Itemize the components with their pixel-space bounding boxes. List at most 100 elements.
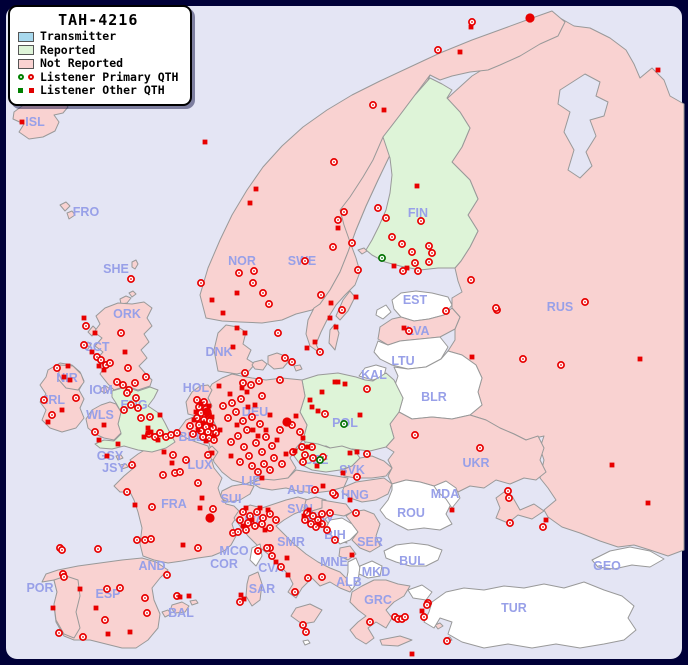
listener-primary-marker-dot	[269, 513, 271, 515]
bornholm-island	[293, 364, 303, 372]
listener-primary-marker-dot	[428, 245, 430, 247]
listener-primary-marker-dot	[244, 372, 246, 374]
listener-primary-marker-dot	[321, 523, 323, 525]
listener-other-marker	[319, 389, 325, 395]
listener-primary-marker-dot	[402, 270, 404, 272]
legend-item-transmitter: Transmitter	[18, 29, 178, 44]
listener-primary-marker-dot	[279, 429, 281, 431]
listener-other-marker	[122, 349, 128, 355]
listener-primary-marker-dot	[174, 472, 176, 474]
listener-primary-marker-dot	[265, 436, 267, 438]
listener-primary-marker-dot	[146, 612, 148, 614]
listener-primary-marker-dot	[196, 399, 198, 401]
listener-other-marker	[274, 437, 280, 443]
listener-other-marker	[244, 389, 250, 395]
listener-other-marker	[335, 225, 341, 231]
listener-primary-marker-dot	[401, 243, 403, 245]
listener-other-marker	[132, 502, 138, 508]
listener-primary-marker-dot	[259, 423, 261, 425]
listener-other-marker	[157, 412, 163, 418]
listener-primary-marker-dot	[130, 278, 132, 280]
listener-primary-marker-dot	[417, 270, 419, 272]
green-circle-icon	[18, 74, 24, 81]
listener-primary-marker-dot	[437, 49, 439, 51]
listener-primary-marker-dot	[321, 513, 323, 515]
country-label-ork: ORK	[113, 307, 141, 321]
listener-other-marker	[347, 450, 353, 456]
listener-primary-marker-dot	[304, 260, 306, 262]
listener-primary-marker-dot	[61, 549, 63, 551]
listener-primary-marker-dot	[222, 405, 224, 407]
turkish-thrace	[407, 584, 433, 601]
listener-other-marker	[419, 608, 425, 614]
listener-primary-marker-dot	[240, 398, 242, 400]
listener-primary-marker-dot	[200, 430, 202, 432]
listener-other-marker	[314, 463, 320, 469]
listener-other-marker	[180, 542, 186, 548]
listener-primary-marker-dot	[261, 395, 263, 397]
listener-primary-marker-dot	[203, 419, 205, 421]
listener-other-marker	[209, 450, 215, 456]
listener-primary-marker-dot	[97, 548, 99, 550]
listener-other-marker	[241, 596, 247, 602]
listener-other-marker	[250, 427, 256, 433]
listener-other-marker	[309, 404, 315, 410]
listener-primary-marker-dot	[307, 577, 309, 579]
listener-primary-marker-dot	[116, 381, 118, 383]
listener-other-marker	[127, 629, 133, 635]
country-label-lva: LVA	[406, 324, 429, 338]
listener-primary-marker-dot	[200, 282, 202, 284]
country-ser	[345, 509, 381, 553]
legend-title: TAH-4216	[58, 11, 139, 29]
listener-other-marker	[101, 367, 107, 373]
listener-primary-marker-dot	[294, 591, 296, 593]
listener-other-marker	[92, 330, 98, 336]
balearic-menorca	[189, 599, 199, 606]
listener-other-marker	[161, 449, 167, 455]
listener-primary-marker-dot	[198, 406, 200, 408]
listener-primary-marker-dot	[266, 547, 268, 549]
listener-primary-marker-dot	[542, 526, 544, 528]
listener-primary-marker-dot	[150, 538, 152, 540]
listener-primary-marker-dot	[408, 330, 410, 332]
listener-primary-marker-dot	[96, 356, 98, 358]
listener-primary-marker-dot	[411, 251, 413, 253]
listener-primary-marker-dot	[166, 574, 168, 576]
listener-other-marker	[209, 297, 215, 303]
country-label-por: POR	[26, 581, 53, 595]
listener-primary-marker-dot	[145, 376, 147, 378]
listener-other-marker	[347, 497, 353, 503]
country-label-isl: ISL	[25, 115, 45, 129]
listener-other-marker	[220, 310, 226, 316]
listener-other-marker	[637, 356, 643, 362]
listener-other-marker	[414, 183, 420, 189]
listener-primary-marker-dot	[446, 640, 448, 642]
not-reported-swatch	[18, 58, 34, 69]
legend-item-not-reported: Not Reported	[18, 56, 178, 71]
country-dnk	[213, 324, 256, 375]
listener-primary-marker-dot	[312, 457, 314, 459]
white-sea	[557, 73, 609, 179]
listener-primary-marker-dot	[75, 397, 77, 399]
listener-other-marker	[101, 422, 107, 428]
reported-label: Reported	[40, 42, 96, 57]
funen-island	[251, 359, 268, 371]
country-label-wls: WLS	[86, 408, 114, 422]
listener-primary-marker-dot	[304, 454, 306, 456]
crete-island	[379, 635, 413, 647]
listener-other-marker	[195, 427, 201, 433]
listener-primary-marker-dot	[291, 424, 293, 426]
country-label-mkd: MKD	[362, 565, 390, 579]
listener-primary-marker-dot	[280, 566, 282, 568]
listener-primary-marker-dot	[198, 424, 200, 426]
listener-primary-marker-dot	[277, 332, 279, 334]
listener-other-marker	[198, 401, 204, 407]
listener-primary-marker-dot	[269, 527, 271, 529]
listener-other-marker	[315, 408, 321, 414]
listener-other-marker	[249, 517, 255, 523]
listener-other-marker	[609, 462, 615, 468]
listener-other-marker	[216, 383, 222, 389]
listener-primary-marker-dot	[317, 519, 319, 521]
listener-primary-marker-dot	[271, 555, 273, 557]
